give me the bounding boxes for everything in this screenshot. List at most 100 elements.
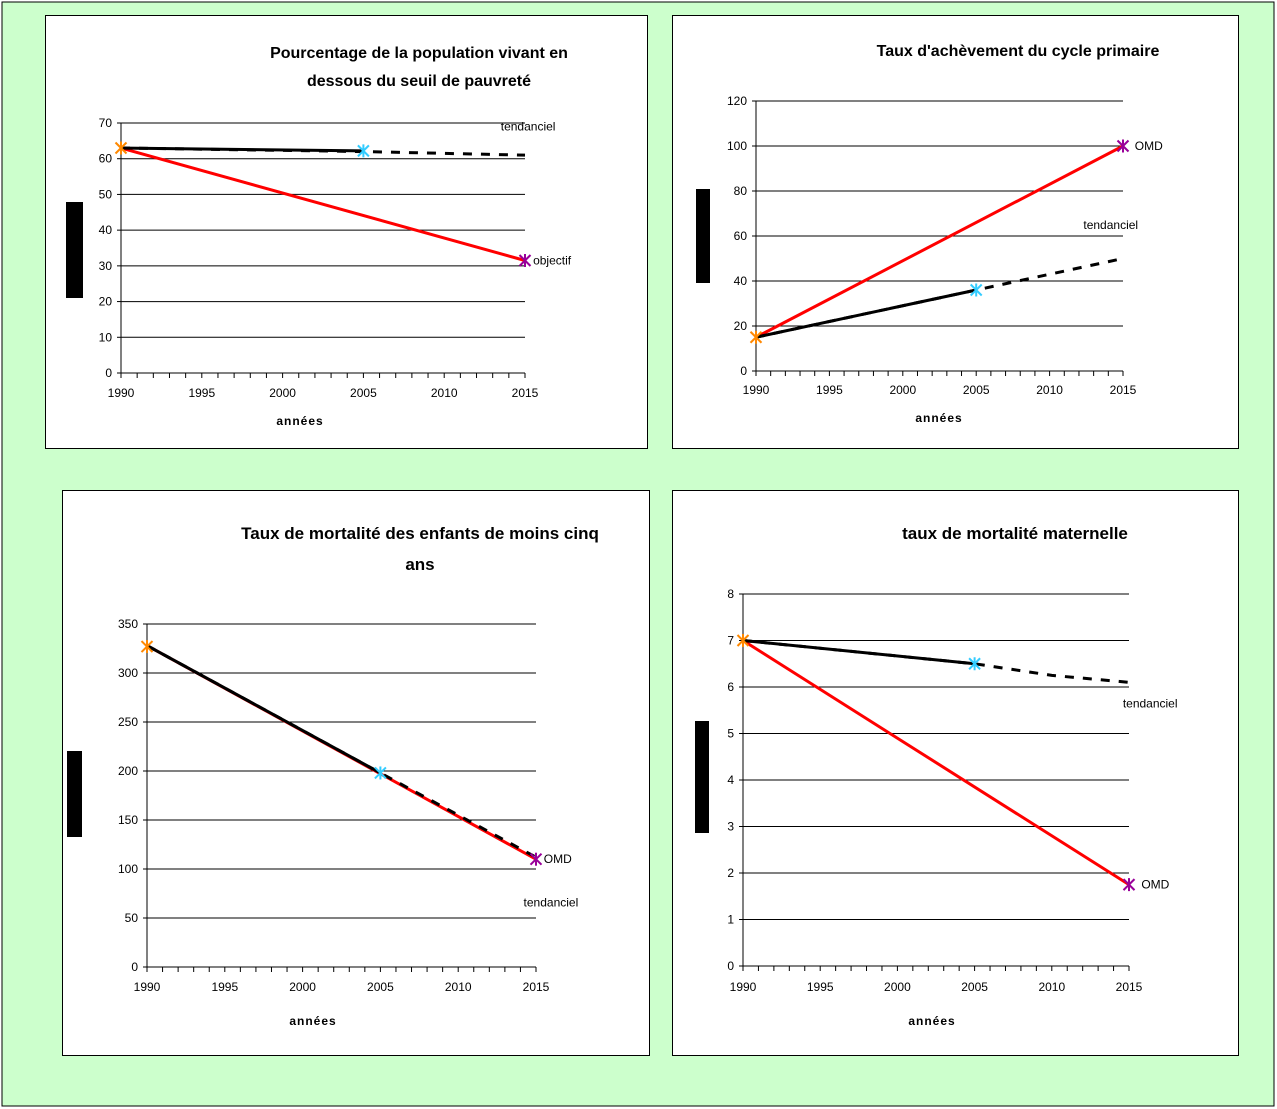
x-tick-label: 2000 <box>269 386 296 400</box>
y-tick-label: 40 <box>99 223 113 237</box>
y-tick-label: 120 <box>727 94 747 108</box>
series-line-trend <box>755 257 1124 339</box>
series-line-objective <box>755 144 1124 339</box>
chart-panel-primary-completion: Taux d'achèvement du cycle primaire 0 20 40… <box>672 15 1239 449</box>
annotation-label: tendanciel <box>524 895 579 909</box>
y-tick-label: 2 <box>727 866 734 880</box>
x-tick-label: 1990 <box>743 383 770 397</box>
data-marker-start <box>736 634 750 647</box>
y-tick-label: 1 <box>727 913 734 927</box>
y-tick-label: 8 <box>727 587 734 601</box>
annotation-label: OMD <box>544 852 572 866</box>
y-tick-label: 3 <box>727 820 734 834</box>
x-tick-label: 2005 <box>350 386 377 400</box>
chart-svg: taux de mortalité maternelle 0 1 2 3 4 5 6 7 8 199… <box>695 524 1178 1028</box>
x-tick-label: 2010 <box>445 980 472 994</box>
chart-svg: Taux de mortalité des enfants de moins c… <box>67 524 599 1028</box>
x-tick-label: 2015 <box>523 980 550 994</box>
x-tick-label: 2010 <box>1036 383 1063 397</box>
annotation-label: tendanciel <box>1083 218 1138 232</box>
y-axis-label-block <box>67 751 82 837</box>
y-axis-label-block <box>696 189 710 283</box>
y-tick-label: 50 <box>125 911 139 925</box>
data-marker-start <box>140 640 154 654</box>
annotation-label: tendanciel <box>501 120 556 134</box>
x-tick-label: 1995 <box>211 980 238 994</box>
data-marker-start <box>749 330 763 344</box>
annotation-label: OMD <box>1135 139 1163 153</box>
x-tick-label: 1990 <box>108 386 135 400</box>
y-tick-label: 7 <box>727 634 734 648</box>
series-line-trend <box>742 639 1130 684</box>
chart-svg: Pourcentage de la population vivant en de… <box>66 45 572 428</box>
annotation-label: tendanciel <box>1123 696 1178 710</box>
x-tick-label: 2015 <box>512 386 539 400</box>
x-tick-label: 2000 <box>884 980 911 994</box>
y-tick-label: 60 <box>734 229 748 243</box>
x-tick-label: 2010 <box>1038 980 1065 994</box>
y-tick-label: 20 <box>734 319 748 333</box>
chart-title: taux de mortalité maternelle <box>902 524 1128 543</box>
y-tick-label: 100 <box>727 139 747 153</box>
y-tick-label: 0 <box>727 959 734 973</box>
data-marker-objective <box>1122 878 1136 892</box>
annotation-label: OMD <box>1141 878 1169 892</box>
y-tick-label: 60 <box>99 152 113 166</box>
y-tick-label: 40 <box>734 274 748 288</box>
series-line-objective <box>120 146 526 262</box>
y-axis-label-block <box>695 721 709 833</box>
y-tick-label: 250 <box>118 715 138 729</box>
x-tick-label: 2015 <box>1110 383 1137 397</box>
data-marker-objective <box>529 852 543 866</box>
y-tick-label: 300 <box>118 666 138 680</box>
y-tick-label: 10 <box>99 330 113 344</box>
chart-panel-child-mortality: Taux de mortalité des enfants de moins c… <box>62 490 650 1056</box>
series-line-objective <box>742 639 1130 886</box>
chart-title: ans <box>405 555 434 574</box>
y-tick-label: 20 <box>99 295 113 309</box>
y-tick-label: 6 <box>727 680 734 694</box>
data-marker-actual <box>969 283 983 297</box>
y-tick-label: 5 <box>727 727 734 741</box>
x-axis-label: années <box>289 1014 336 1028</box>
data-marker-start <box>114 141 128 155</box>
chart-title: Taux d'achèvement du cycle primaire <box>877 43 1160 60</box>
data-marker-actual <box>374 766 387 780</box>
data-marker-objective <box>1116 139 1130 153</box>
y-tick-label: 0 <box>105 366 112 380</box>
x-tick-label: 2005 <box>367 980 394 994</box>
x-tick-label: 1995 <box>188 386 215 400</box>
x-tick-label: 2000 <box>289 980 316 994</box>
series-line-trend <box>146 644 537 859</box>
x-tick-label: 2005 <box>963 383 990 397</box>
x-axis-label: années <box>915 411 962 425</box>
x-tick-label: 2015 <box>1116 980 1143 994</box>
annotation-label: objectif <box>533 254 572 268</box>
data-marker-actual <box>968 657 981 671</box>
chart-svg: Taux d'achèvement du cycle primaire 0 20 40… <box>696 43 1163 425</box>
y-tick-label: 100 <box>118 862 138 876</box>
y-tick-label: 0 <box>131 960 138 974</box>
x-tick-label: 1990 <box>134 980 161 994</box>
chart-panel-maternal-mortality: taux de mortalité maternelle 0 1 2 3 4 5 6 7 8 199… <box>672 490 1239 1056</box>
chart-title: Pourcentage de la population vivant en <box>270 45 568 62</box>
y-tick-label: 150 <box>118 813 138 827</box>
x-tick-label: 1990 <box>730 980 757 994</box>
chart-panel-poverty: Pourcentage de la population vivant en de… <box>45 15 648 449</box>
y-axis-label-block <box>66 202 83 298</box>
chart-title: dessous du seuil de pauvreté <box>307 73 531 90</box>
y-tick-label: 30 <box>99 259 113 273</box>
y-tick-label: 80 <box>734 184 748 198</box>
y-tick-label: 200 <box>118 764 138 778</box>
x-tick-label: 2005 <box>961 980 988 994</box>
y-tick-label: 50 <box>99 187 113 201</box>
x-tick-label: 2010 <box>431 386 458 400</box>
data-marker-actual <box>357 144 370 158</box>
y-tick-label: 4 <box>727 773 734 787</box>
x-axis-label: années <box>908 1014 955 1028</box>
x-axis-label: années <box>276 414 323 428</box>
x-tick-label: 1995 <box>816 383 843 397</box>
x-tick-label: 2000 <box>889 383 916 397</box>
y-tick-label: 350 <box>118 617 138 631</box>
